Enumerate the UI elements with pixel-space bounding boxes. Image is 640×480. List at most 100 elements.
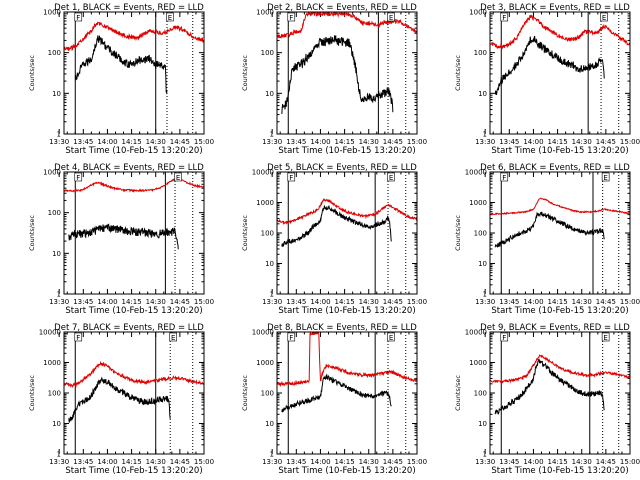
y-tick-label: 100: [48, 49, 61, 57]
x-tick-label: 14:45: [170, 138, 190, 146]
x-tick-label: 15:00: [407, 138, 427, 146]
x-axis-label: Start Time (10-Feb-15 13:20:20): [491, 146, 628, 156]
y-axis-label: Counts/sec: [241, 55, 249, 91]
marker-box: [166, 12, 174, 22]
chart-title: Det 5, BLACK = Events, RED = LLD: [267, 163, 417, 173]
panel-det-3: Det 3, BLACK = Events, RED = LLD Counts/s…: [454, 3, 640, 156]
marker-label: F: [76, 174, 80, 182]
x-tick-label: 14:30: [572, 458, 592, 466]
x-tick-label: 15:00: [620, 458, 640, 466]
y-tick-label: 10000: [465, 329, 487, 337]
y-axis-label: Counts/sec: [28, 375, 36, 411]
x-tick-label: 14:15: [121, 298, 141, 306]
y-axis-label: Counts/sec: [454, 215, 462, 251]
x-tick-label: 15:00: [620, 138, 640, 146]
x-tick-label: 14:45: [596, 138, 616, 146]
marker-label: F: [289, 174, 293, 182]
y-tick-label: 1000: [469, 199, 487, 207]
x-tick-label: 14:30: [572, 138, 592, 146]
x-tick-label: 14:45: [596, 458, 616, 466]
events-series-line: [494, 35, 605, 96]
y-tick-label: 1000: [256, 199, 274, 207]
lld-series-line: [277, 198, 417, 226]
y-axis-label: Counts/sec: [28, 215, 36, 251]
chart-title: Det 7, BLACK = Events, RED = LLD: [54, 323, 204, 333]
events-series-line: [281, 205, 392, 247]
lld-series-line: [64, 21, 204, 52]
x-tick-label: 14:45: [383, 298, 403, 306]
x-tick-label: 14:00: [310, 138, 330, 146]
marker-label: F: [289, 14, 293, 22]
x-tick-label: 13:30: [475, 138, 495, 146]
chart-title: Det 4, BLACK = Events, RED = LLD: [54, 163, 204, 173]
y-tick-label: 10: [265, 260, 274, 268]
x-tick-label: 14:00: [97, 298, 117, 306]
plot-frame: [276, 331, 418, 455]
y-tick-label: 10: [52, 420, 61, 428]
x-tick-label: 15:00: [194, 298, 214, 306]
plot-frame: [276, 11, 418, 135]
x-tick-label: 14:15: [334, 458, 354, 466]
events-series-line: [68, 376, 171, 423]
y-tick-label: 100: [474, 230, 487, 238]
y-axis-label: Counts/sec: [454, 375, 462, 411]
marker-box: [174, 172, 182, 182]
x-tick-label: 14:15: [334, 138, 354, 146]
x-axis-label: Start Time (10-Feb-15 13:20:20): [65, 306, 202, 316]
x-tick-label: 14:00: [310, 458, 330, 466]
y-tick-label: 1: [270, 131, 274, 139]
marker-label: F: [289, 334, 293, 342]
marker-box: [600, 12, 608, 22]
x-tick-label: 13:45: [73, 458, 93, 466]
y-tick-label: 100: [261, 230, 274, 238]
chart-title: Det 3, BLACK = Events, RED = LLD: [480, 3, 630, 13]
x-tick-label: 13:30: [49, 138, 69, 146]
x-tick-label: 14:45: [170, 458, 190, 466]
marker-label: E: [168, 14, 172, 22]
x-tick-label: 13:45: [73, 138, 93, 146]
lld-series-line: [490, 354, 630, 384]
y-tick-label: 10: [478, 420, 487, 428]
marker-box: [601, 332, 610, 342]
y-tick-label: 10000: [252, 329, 274, 337]
panel-det-8: Det 8, BLACK = Events, RED = LLD Counts/s…: [241, 323, 427, 476]
x-tick-label: 14:15: [547, 458, 567, 466]
plot-frame: [489, 171, 631, 295]
x-tick-label: 15:00: [407, 458, 427, 466]
marker-box: [287, 332, 296, 342]
marker-label: E: [389, 14, 393, 22]
events-series-line: [281, 373, 392, 413]
x-tick-label: 14:30: [146, 138, 166, 146]
x-tick-label: 14:45: [383, 458, 403, 466]
marker-label: F: [76, 334, 80, 342]
y-tick-label: 1: [57, 131, 61, 139]
panel-det-5: Det 5, BLACK = Events, RED = LLD Counts/s…: [241, 163, 427, 316]
marker-label: F: [502, 174, 506, 182]
x-tick-label: 14:15: [334, 298, 354, 306]
x-tick-label: 14:00: [523, 458, 543, 466]
x-tick-label: 14:45: [170, 298, 190, 306]
y-axis-label: Counts/sec: [241, 375, 249, 411]
marker-box: [287, 172, 296, 182]
x-tick-label: 13:30: [475, 298, 495, 306]
y-tick-label: 10: [265, 420, 274, 428]
plot-frame: [276, 171, 418, 295]
marker-box: [387, 12, 395, 22]
y-tick-label: 1000: [43, 169, 61, 177]
x-tick-label: 14:45: [596, 298, 616, 306]
y-tick-label: 10000: [39, 329, 61, 337]
y-tick-label: 10: [265, 90, 274, 98]
y-tick-label: 10000: [252, 169, 274, 177]
marker-box: [74, 332, 83, 342]
lld-series-line: [490, 197, 630, 216]
y-tick-label: 10: [52, 250, 61, 258]
y-tick-label: 100: [48, 390, 61, 398]
x-tick-label: 14:15: [121, 458, 141, 466]
x-tick-label: 13:45: [499, 138, 519, 146]
plot-frame: [63, 171, 205, 295]
y-tick-label: 1: [483, 291, 487, 299]
x-tick-label: 15:00: [407, 298, 427, 306]
marker-label: E: [602, 14, 606, 22]
x-tick-label: 13:45: [286, 458, 306, 466]
events-series-line: [494, 358, 605, 415]
